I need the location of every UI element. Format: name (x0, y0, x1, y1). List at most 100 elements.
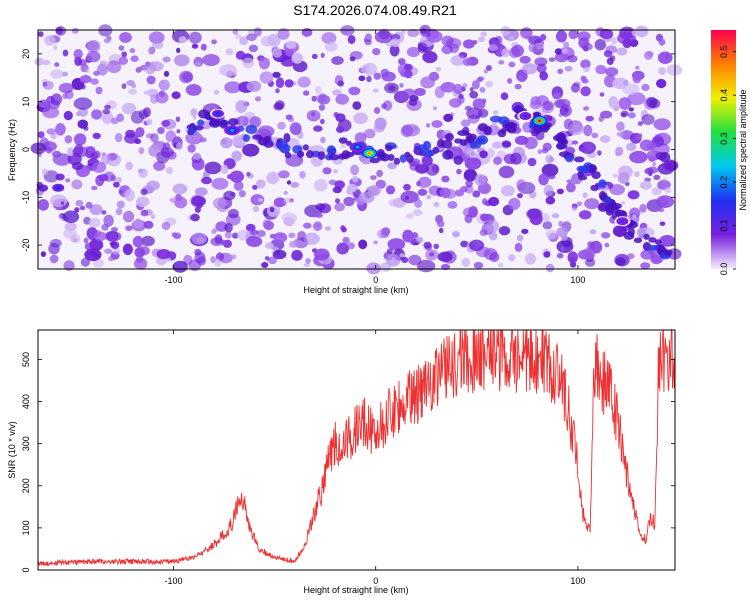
heatmap-cell (303, 262, 311, 267)
colorbar-tick-label: 0.3 (719, 132, 729, 145)
heatmap-ridge-cell (598, 191, 607, 201)
heatmap-cell (274, 100, 285, 110)
heatmap-cell (112, 247, 121, 255)
heatmap-cell (409, 95, 419, 102)
colorbar-ticks: 0.0 0.1 0.2 0.3 0.4 0.5 (719, 45, 736, 275)
snr-series-line (37, 328, 676, 567)
heatmap-cell (662, 178, 667, 183)
heatmap-ridge-cell (533, 123, 543, 134)
heatmap-cell (199, 137, 207, 143)
heatmap-ridge-cell (243, 134, 250, 142)
heatmap-cell (321, 32, 337, 44)
heatmap-cell (255, 179, 266, 189)
heatmap-cell (301, 28, 313, 37)
heatmap-cell (569, 256, 576, 262)
heatmap-cell (63, 260, 75, 271)
heatmap-ridge-cell (603, 196, 612, 204)
heatmap-cell (350, 164, 359, 176)
heatmap-cell (121, 102, 137, 115)
heatmap-cell (212, 228, 218, 234)
heatmap-cell (239, 36, 249, 46)
heatmap-cell (491, 121, 497, 127)
heatmap-cell (524, 252, 537, 265)
heatmap-cell (192, 152, 202, 160)
heatmap-cell (235, 100, 248, 113)
heatmap-ridge-cell (581, 165, 591, 174)
heatmap-cell (202, 54, 220, 66)
heatmap-cell (353, 112, 368, 125)
line-y-tick: 200 (21, 478, 675, 493)
colorbar-tick: 0.3 (719, 132, 736, 145)
heatmap-cell (42, 81, 48, 87)
heatmap-cell (156, 249, 171, 260)
heatmap-cell (551, 213, 560, 219)
line-background (38, 330, 675, 570)
heatmap-cell (194, 61, 202, 66)
snr-line-panel: -100 0 100 0 100 200 300 400 500 Height of stra… (7, 328, 676, 595)
heatmap-cell (597, 150, 602, 156)
heatmap-cell (63, 110, 73, 121)
heatmap-cell (157, 127, 165, 134)
heatmap-cell (441, 175, 450, 183)
heatmap-cell (433, 106, 437, 111)
heatmap-cell (606, 57, 614, 65)
heatmap-ridge-cell (297, 150, 305, 158)
heatmap-cell (388, 199, 399, 207)
line-y-tick-label: 500 (21, 352, 31, 367)
heatmap-cell (433, 243, 440, 250)
heatmap-cell (615, 151, 621, 157)
heatmap-cell (488, 196, 500, 207)
heatmap-cell (529, 212, 543, 226)
heatmap-cell (73, 49, 83, 60)
heatmap-x-tick-label: 0 (373, 275, 378, 285)
heatmap-cell (644, 177, 651, 183)
heatmap-cell (540, 34, 547, 41)
heatmap-cell (335, 113, 346, 123)
heatmap-cell (374, 117, 387, 130)
heatmap-cell (90, 78, 99, 85)
colorbar-tick-label: 0.4 (719, 89, 729, 102)
heatmap-cell (576, 201, 583, 207)
heatmap-cell (235, 50, 246, 60)
heatmap-ridge-cell (605, 203, 615, 213)
heatmap-hotspot (517, 111, 534, 122)
heatmap-ridge-cell (556, 143, 568, 150)
heatmap-cell (83, 237, 89, 244)
heatmap-cell (555, 30, 568, 43)
heatmap-cell (291, 250, 303, 261)
heatmap-cell (61, 71, 69, 77)
heatmap-cell (260, 36, 274, 47)
heatmap-x-tick: 0 (373, 30, 378, 285)
heatmap-cell (657, 51, 673, 64)
heatmap-cell (452, 231, 460, 238)
heatmap-cell (272, 48, 282, 58)
heatmap-cell (480, 31, 488, 37)
heatmap-cell (176, 47, 181, 54)
heatmap-cell (420, 76, 435, 89)
heatmap-cell (306, 110, 321, 122)
heatmap-ridge-cell (385, 144, 393, 152)
heatmap-cell (426, 195, 432, 200)
heatmap-cell (658, 67, 666, 75)
heatmap-hotspot (224, 125, 241, 136)
heatmap-cell (246, 235, 263, 247)
line-x-ticks: -100 0 100 (164, 330, 585, 586)
heatmap-cell (110, 175, 117, 182)
heatmap-cell (101, 210, 107, 215)
heatmap-cell (639, 203, 647, 213)
heatmap-cell (332, 186, 342, 194)
heatmap-cell (236, 115, 249, 127)
heatmap-cell (91, 109, 103, 120)
heatmap-cell (485, 65, 492, 71)
heatmap-cell (213, 197, 227, 210)
heatmap-cell (128, 88, 137, 95)
heatmap-cell (519, 55, 531, 64)
heatmap-cell (71, 179, 83, 190)
heatmap-cell (34, 57, 44, 66)
heatmap-cell (528, 35, 542, 45)
heatmap-cell (489, 231, 498, 241)
heatmap-cell (297, 76, 311, 88)
heatmap-cell (501, 48, 510, 58)
heatmap-cell (347, 35, 356, 44)
heatmap-cell (272, 71, 281, 78)
